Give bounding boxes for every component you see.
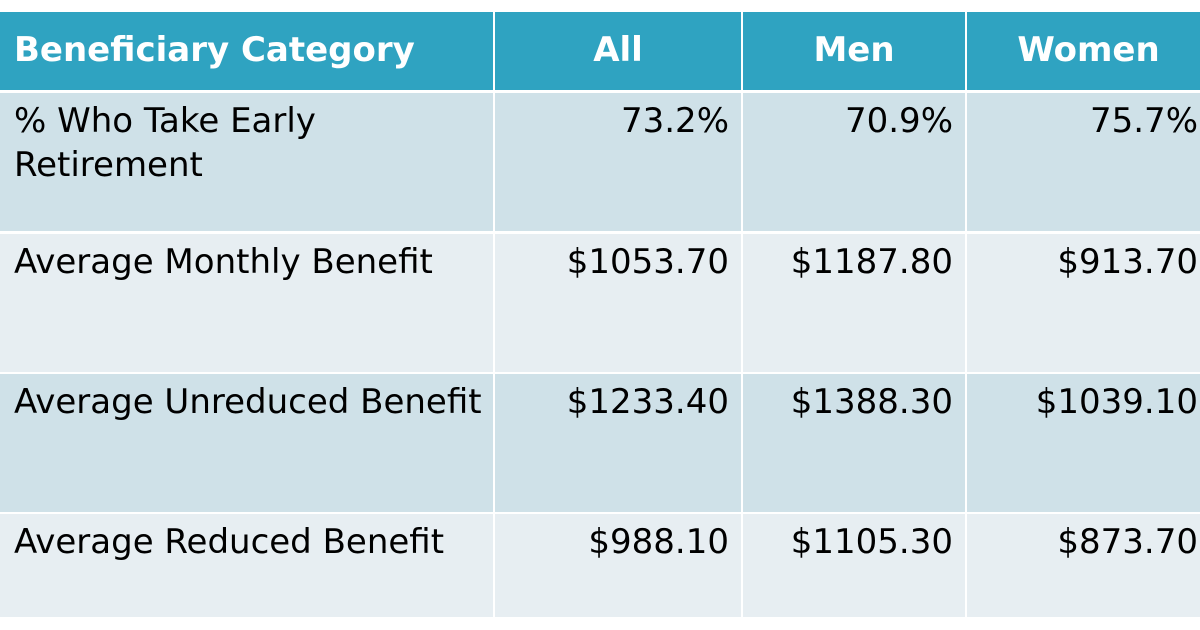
header-cell: Women [967,12,1200,90]
table-cell: % Who Take Early Retirement [0,93,493,231]
table-cell: $873.70 [967,514,1200,617]
header-cell: Beneficiary Category [0,12,493,90]
table-cell: $1233.40 [495,374,741,512]
header-cell: All [495,12,741,90]
table-cell: $988.10 [495,514,741,617]
table-cell: Average Unreduced Benefit [0,374,493,512]
table-cell: $1388.30 [743,374,965,512]
table-cell: $1105.30 [743,514,965,617]
table-cell: Average Monthly Benefit [0,234,493,372]
table-cell: 75.7% [967,93,1200,231]
table-cell: $1039.10 [967,374,1200,512]
table-cell: 73.2% [495,93,741,231]
table-cell: 70.9% [743,93,965,231]
table-cell: $1053.70 [495,234,741,372]
table-cell: $913.70 [967,234,1200,372]
table-cell: $1187.80 [743,234,965,372]
table-cell: Average Reduced Benefit [0,514,493,617]
header-cell: Men [743,12,965,90]
